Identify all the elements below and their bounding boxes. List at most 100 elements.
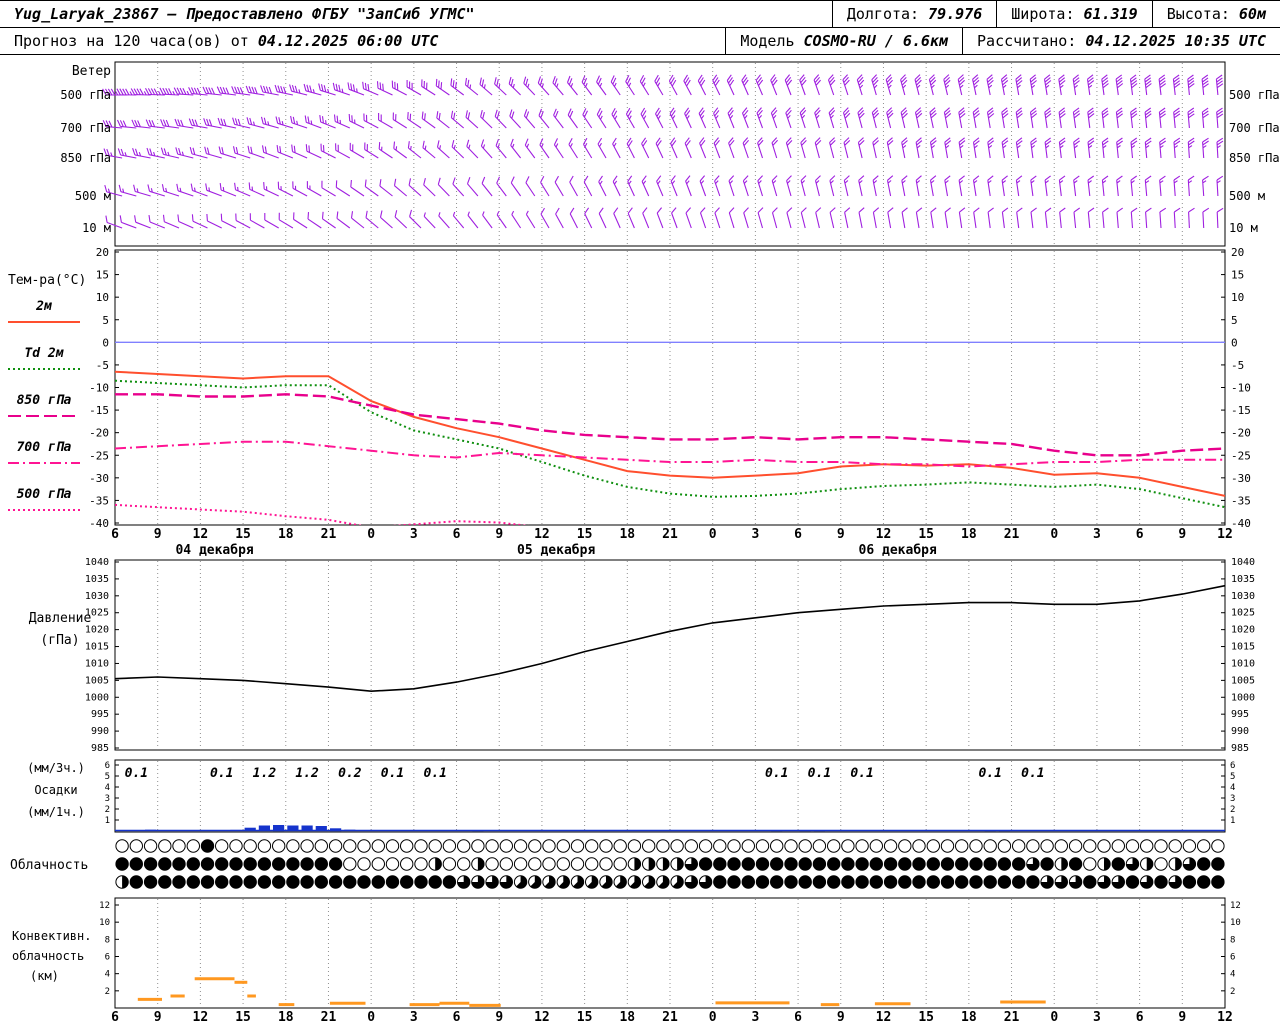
cloud-symbol xyxy=(741,875,755,889)
cloud-symbol xyxy=(855,875,869,889)
svg-text:Конвективн.: Конвективн. xyxy=(12,929,91,943)
cloud-symbol xyxy=(812,875,827,889)
svg-text:700 гПа: 700 гПа xyxy=(1229,121,1280,135)
header-row-2: Прогноз на 120 часа(ов) от 04.12.2025 06… xyxy=(0,28,1280,55)
forecast-label: Прогноз на 120 часа(ов) от xyxy=(14,32,249,50)
cloud-symbol xyxy=(129,857,144,871)
svg-text:-20: -20 xyxy=(89,427,109,440)
precip-bar xyxy=(230,829,242,831)
svg-text:21: 21 xyxy=(321,527,337,542)
cloud-symbol xyxy=(229,857,243,871)
precip-3h-label: 0.1 xyxy=(423,766,446,781)
cloud-symbol xyxy=(1054,839,1069,853)
cloud-symbol xyxy=(1140,839,1154,853)
cloud-symbol xyxy=(713,875,727,889)
cloud-symbol xyxy=(1111,857,1126,871)
cloud-symbol xyxy=(272,857,286,871)
cloud-symbol xyxy=(314,875,328,889)
cloud-symbol xyxy=(940,857,955,871)
cloud-symbol xyxy=(983,839,997,853)
svg-text:15: 15 xyxy=(918,527,934,542)
svg-text:2: 2 xyxy=(1230,805,1235,815)
svg-text:700 гПа: 700 гПа xyxy=(60,121,111,135)
cloud-symbol xyxy=(827,875,841,889)
cloud-symbol xyxy=(684,839,698,853)
latitude-field: Широта: 61.319 xyxy=(996,1,1151,27)
cloud-symbol xyxy=(1083,839,1097,853)
svg-text:21: 21 xyxy=(662,527,678,542)
svg-text:18: 18 xyxy=(961,1010,977,1024)
cloud-symbol xyxy=(414,875,428,889)
latitude-value: 61.319 xyxy=(1083,5,1138,23)
svg-text:1005: 1005 xyxy=(1231,675,1255,686)
cloud-symbol xyxy=(186,839,201,853)
forecast-field: Прогноз на 120 часа(ов) от 04.12.2025 06… xyxy=(0,28,725,54)
cloud-symbol xyxy=(215,839,229,853)
cloud-symbol xyxy=(542,857,556,871)
cloud-symbol xyxy=(158,857,172,871)
precip-3h-label: 1.2 xyxy=(253,766,277,781)
cloud-symbol xyxy=(471,839,485,853)
cloud-symbol xyxy=(556,839,570,853)
cloud-symbol xyxy=(1012,857,1026,871)
svg-text:0: 0 xyxy=(709,1010,717,1024)
cloud-symbol xyxy=(599,839,613,853)
cloud-symbol xyxy=(528,839,542,853)
cloud-symbol xyxy=(1111,839,1126,853)
cloud-symbol xyxy=(926,839,940,853)
cloud-symbol xyxy=(172,839,186,853)
svg-text:20: 20 xyxy=(96,246,109,259)
cloud-symbol xyxy=(1026,875,1040,889)
svg-text:10 м: 10 м xyxy=(82,221,111,235)
svg-text:985: 985 xyxy=(91,743,109,754)
cloud-symbol xyxy=(300,875,314,889)
cloud-symbol xyxy=(143,839,158,853)
cloud-symbol xyxy=(613,839,627,853)
wind-panel xyxy=(102,74,1224,229)
cloud-symbol xyxy=(869,875,883,889)
cloud-symbol xyxy=(499,857,513,871)
svg-text:1: 1 xyxy=(1230,816,1235,826)
svg-text:облачность: облачность xyxy=(12,949,84,963)
svg-text:0: 0 xyxy=(102,336,109,349)
cloud-symbol xyxy=(656,839,670,853)
precip-bar xyxy=(344,829,356,831)
cloud-symbol xyxy=(428,839,442,853)
svg-text:6: 6 xyxy=(111,527,119,542)
cloud-symbol xyxy=(158,875,172,889)
svg-text:850 гПа: 850 гПа xyxy=(1229,151,1280,165)
svg-text:995: 995 xyxy=(91,709,109,720)
precip-bar xyxy=(273,825,285,832)
cloud-symbol xyxy=(969,875,983,889)
cloud-symbol xyxy=(357,857,371,871)
precip-bar xyxy=(258,825,270,831)
svg-text:2: 2 xyxy=(105,805,110,815)
precip-3h-label: 1.2 xyxy=(295,766,319,781)
cloud-symbol xyxy=(798,839,812,853)
cloud-symbol xyxy=(357,839,371,853)
model-label: Модель xyxy=(740,32,795,50)
precip-3h-label: 0.1 xyxy=(381,766,404,781)
latitude-label: Широта: xyxy=(1011,5,1075,23)
precip-3h-label: 0.1 xyxy=(850,766,873,781)
cloud-symbol xyxy=(1197,857,1211,871)
cloud-symbol xyxy=(414,839,428,853)
svg-text:0: 0 xyxy=(709,527,717,542)
cloud-symbol xyxy=(713,839,727,853)
svg-text:20: 20 xyxy=(1231,246,1244,259)
cloud-symbol xyxy=(400,857,414,871)
svg-text:1035: 1035 xyxy=(85,574,109,585)
height-label: Высота: xyxy=(1166,5,1230,23)
cloud-symbol xyxy=(215,875,229,889)
height-field: Высота: 60м xyxy=(1151,1,1280,27)
svg-text:4: 4 xyxy=(1230,783,1235,793)
svg-text:15: 15 xyxy=(235,527,251,542)
cloud-symbol xyxy=(186,857,201,871)
cloud-symbol xyxy=(969,857,983,871)
svg-text:(гПа): (гПа) xyxy=(40,633,79,648)
svg-text:5: 5 xyxy=(1230,772,1235,782)
cloud-symbol xyxy=(1012,839,1026,853)
cloud-symbol xyxy=(1125,875,1140,889)
cloud-symbol xyxy=(997,857,1012,871)
series-T 2м xyxy=(115,370,1225,497)
